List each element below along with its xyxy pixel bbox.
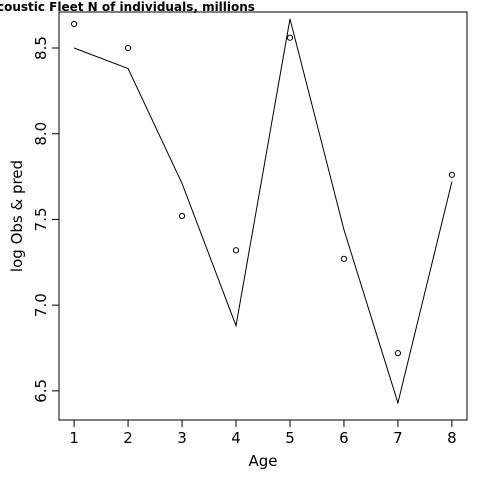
x-tick-label: 4 <box>231 429 241 447</box>
x-axis: 1 2 3 4 5 6 7 8 <box>69 419 457 447</box>
observed-point <box>448 171 455 178</box>
x-tick-label: 3 <box>177 429 187 447</box>
plot-frame <box>58 11 468 421</box>
y-tick-label: 7.0 <box>32 293 50 317</box>
y-tick-label: 7.5 <box>32 207 50 231</box>
x-tick-label: 1 <box>69 429 79 447</box>
observed-point <box>71 20 78 28</box>
y-axis: 6.5 7.0 7.5 8.0 8.5 <box>32 36 60 403</box>
y-tick-label: 6.5 <box>32 379 50 403</box>
x-tick-label: 5 <box>285 429 295 447</box>
predicted-line-path <box>73 18 453 405</box>
y-tick-label: 8.5 <box>32 36 50 60</box>
x-tick-label: 2 <box>123 429 133 447</box>
y-tick-label: 8.0 <box>32 122 50 146</box>
observed-point <box>340 255 348 262</box>
observed-points <box>71 20 455 357</box>
observed-point <box>394 350 402 357</box>
observed-point <box>286 34 294 41</box>
y-axis-title: log Obs & pred <box>8 160 26 272</box>
x-tick-label: 7 <box>393 429 403 447</box>
observed-point <box>232 247 240 254</box>
x-tick-label: 8 <box>447 429 457 447</box>
observed-point <box>178 212 186 220</box>
observed-point <box>124 44 132 52</box>
x-tick-label: 6 <box>339 429 349 447</box>
chart-title: coustic Fleet N of individuals, millions <box>0 0 255 14</box>
x-axis-title: Age <box>248 452 277 470</box>
predicted-line <box>73 18 453 405</box>
